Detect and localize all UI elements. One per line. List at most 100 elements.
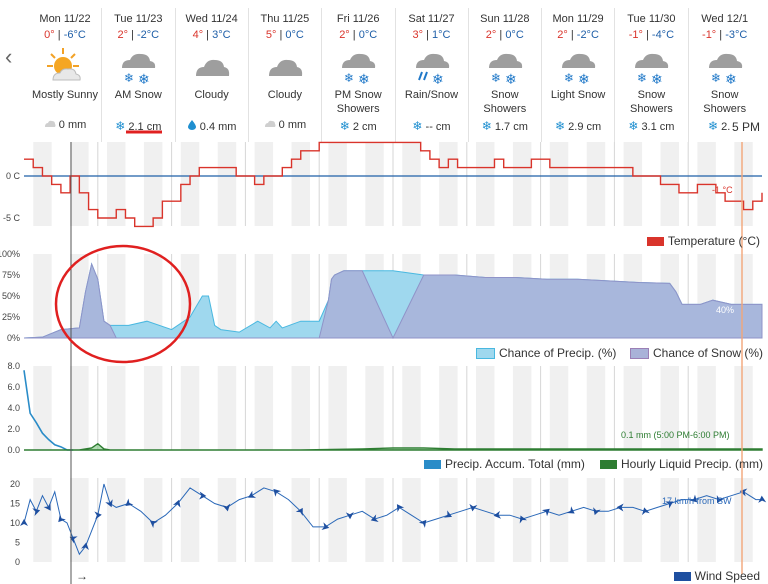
shaded-band xyxy=(291,366,310,450)
legend-chance-snow[interactable]: Chance of Snow (%) xyxy=(630,346,763,360)
svg-text:❄: ❄ xyxy=(491,71,501,85)
snow-cloud-icon: ❄ ❄ xyxy=(558,46,598,88)
shaded-band xyxy=(291,254,310,338)
cloud-icon xyxy=(265,46,305,86)
wind-direction-arrow xyxy=(149,520,158,528)
day-column[interactable]: Sat 11/27 3° | 1°C ❄ Rain/Snow ❄ -- cm xyxy=(396,0,468,142)
shaded-band xyxy=(586,142,606,226)
day-high-temp: 3° xyxy=(412,29,424,41)
highlight-circle xyxy=(54,244,192,364)
shaded-band xyxy=(143,478,163,562)
legend-temperature-label: Temperature (°C) xyxy=(667,234,760,248)
shaded-band xyxy=(549,142,569,226)
snow-cloud-icon: ❄ ❄ xyxy=(338,46,378,88)
wind-direction-arrow xyxy=(81,542,89,551)
day-temperatures: 2° | -2°C xyxy=(557,29,599,41)
wind-tick-label: 0 xyxy=(15,557,20,567)
wind-direction-arrow xyxy=(396,504,405,513)
temperature-line xyxy=(24,141,763,228)
day-column[interactable]: Fri 11/26 2° | 0°C ❄ ❄ PM Snow Showers ❄ 2 cm xyxy=(322,0,394,142)
day-low-temp: 1°C xyxy=(432,29,451,41)
accum-tick-label: 6.0 xyxy=(7,382,20,392)
previous-days-arrow[interactable]: ‹ xyxy=(5,44,13,69)
day-column[interactable]: Sun 11/28 2° | 0°C ❄ ❄ Snow Showers ❄ 1.7 cm xyxy=(469,0,541,142)
day-high-temp: 4° xyxy=(192,29,204,41)
svg-text:❄: ❄ xyxy=(505,72,517,86)
wind-tick-label: 10 xyxy=(10,518,20,528)
day-column[interactable]: Tue 11/23 2° | -2°C ❄ ❄ AM Snow ❄ 2.1 cm xyxy=(102,0,174,142)
wind-direction-arrow xyxy=(32,508,41,516)
day-divider xyxy=(174,8,176,142)
hourly-liquid-precip-area xyxy=(24,442,763,451)
shaded-band xyxy=(291,142,310,226)
shaded-band xyxy=(33,478,52,562)
chance-tick-label: 0% xyxy=(7,333,20,343)
chance-tick-label: 50% xyxy=(2,291,20,301)
accum-tick-label: 8.0 xyxy=(7,361,20,371)
wind-direction-arrow xyxy=(58,514,66,523)
rain-snow-icon: ❄ xyxy=(412,46,452,88)
wind-direction-arrow xyxy=(105,499,113,508)
legend-chance-precip-swatch xyxy=(476,348,495,360)
day-column[interactable]: Tue 11/30 -1° | -4°C ❄ ❄ Snow Showers ❄ 3.1 c… xyxy=(615,0,687,142)
snowflake-icon: ❄ xyxy=(339,119,350,133)
precip-chance-callout: 40% xyxy=(716,305,735,315)
day-high-temp: 2° xyxy=(485,29,497,41)
temperature-tick-label: -5 C xyxy=(3,213,21,223)
day-condition: Snow Showers xyxy=(703,89,747,115)
shaded-band xyxy=(254,254,274,338)
day-name: Thu 11/25 xyxy=(260,13,310,25)
shaded-band xyxy=(623,478,643,562)
day-divider xyxy=(394,8,396,142)
shaded-band xyxy=(180,366,200,450)
day-column[interactable]: Mon 11/29 2° | -2°C ❄ ❄ Light Snow ❄ 2.9 cm xyxy=(542,0,614,142)
shaded-band xyxy=(328,366,347,450)
legend-precip-accum[interactable]: Precip. Accum. Total (mm) xyxy=(424,457,585,471)
day-column[interactable]: Thu 11/25 5° | 0°C Cloudy 0 mm xyxy=(249,0,321,142)
day-precip: 0 mm xyxy=(29,119,101,131)
day-temperatures: 3° | 1°C xyxy=(412,29,451,41)
svg-text:❄: ❄ xyxy=(358,72,370,86)
day-low-temp: -6°C xyxy=(63,29,86,41)
day-column[interactable]: Wed 11/24 4° | 3°C Cloudy 0.4 mm xyxy=(176,0,248,142)
accum-tick-label: 4.0 xyxy=(7,403,20,413)
svg-text:❄: ❄ xyxy=(637,71,647,85)
shaded-band xyxy=(70,478,89,562)
day-name: Tue 11/23 xyxy=(114,13,163,25)
sun-cloud-icon xyxy=(45,46,85,86)
day-precip: ❄ 2.1 cm xyxy=(102,119,174,133)
day-name: Fri 11/26 xyxy=(336,13,380,25)
accum-tick-label: 0.0 xyxy=(7,445,20,455)
day-low-temp: -2°C xyxy=(576,29,599,41)
day-precip: ❄ 3.1 cm xyxy=(615,119,687,133)
legend-hourly-liquid[interactable]: Hourly Liquid Precip. (mm) xyxy=(600,457,763,471)
day-temperatures: 2° | -2°C xyxy=(117,29,160,41)
wind-direction-arrow xyxy=(172,499,181,508)
day-column[interactable]: Mon 11/22 0° | -6°C Mostly Sunny 0 mm xyxy=(29,0,101,142)
wind-direction-arrow xyxy=(43,502,51,511)
day-name: Wed 11/24 xyxy=(185,13,238,25)
shaded-band xyxy=(143,366,163,450)
shaded-band xyxy=(734,366,753,450)
day-column[interactable]: Wed 12/1-1° | -3°C❄❄Snow Showers❄ 2.← xyxy=(689,0,761,142)
svg-text:❄: ❄ xyxy=(711,71,721,85)
snowflake-icon: ❄ xyxy=(708,119,719,133)
day-divider xyxy=(101,8,103,142)
legend-chance-precip[interactable]: Chance of Precip. (%) xyxy=(476,346,616,360)
wind-direction-arrow xyxy=(616,503,624,512)
legend-wind-speed[interactable]: Wind Speed xyxy=(673,569,760,583)
time-arrow-icon: → xyxy=(76,569,88,583)
snow-cloud-icon: ❄ ❄ xyxy=(631,46,671,88)
shaded-band xyxy=(734,478,753,562)
wind-direction-arrow xyxy=(689,494,698,503)
day-low-temp: 0°C xyxy=(285,29,304,41)
legend-wind-speed-swatch xyxy=(673,572,691,582)
legend-temperature[interactable]: Temperature (°C) xyxy=(646,234,760,248)
shaded-band xyxy=(697,366,716,450)
wind-tick-label: 20 xyxy=(10,479,20,489)
cloud-icon xyxy=(44,119,56,131)
day-precip-amount: 2.9 cm xyxy=(568,121,602,133)
svg-text:❄: ❄ xyxy=(651,72,663,86)
snow-cloud-icon: ❄ ❄ xyxy=(705,46,745,88)
